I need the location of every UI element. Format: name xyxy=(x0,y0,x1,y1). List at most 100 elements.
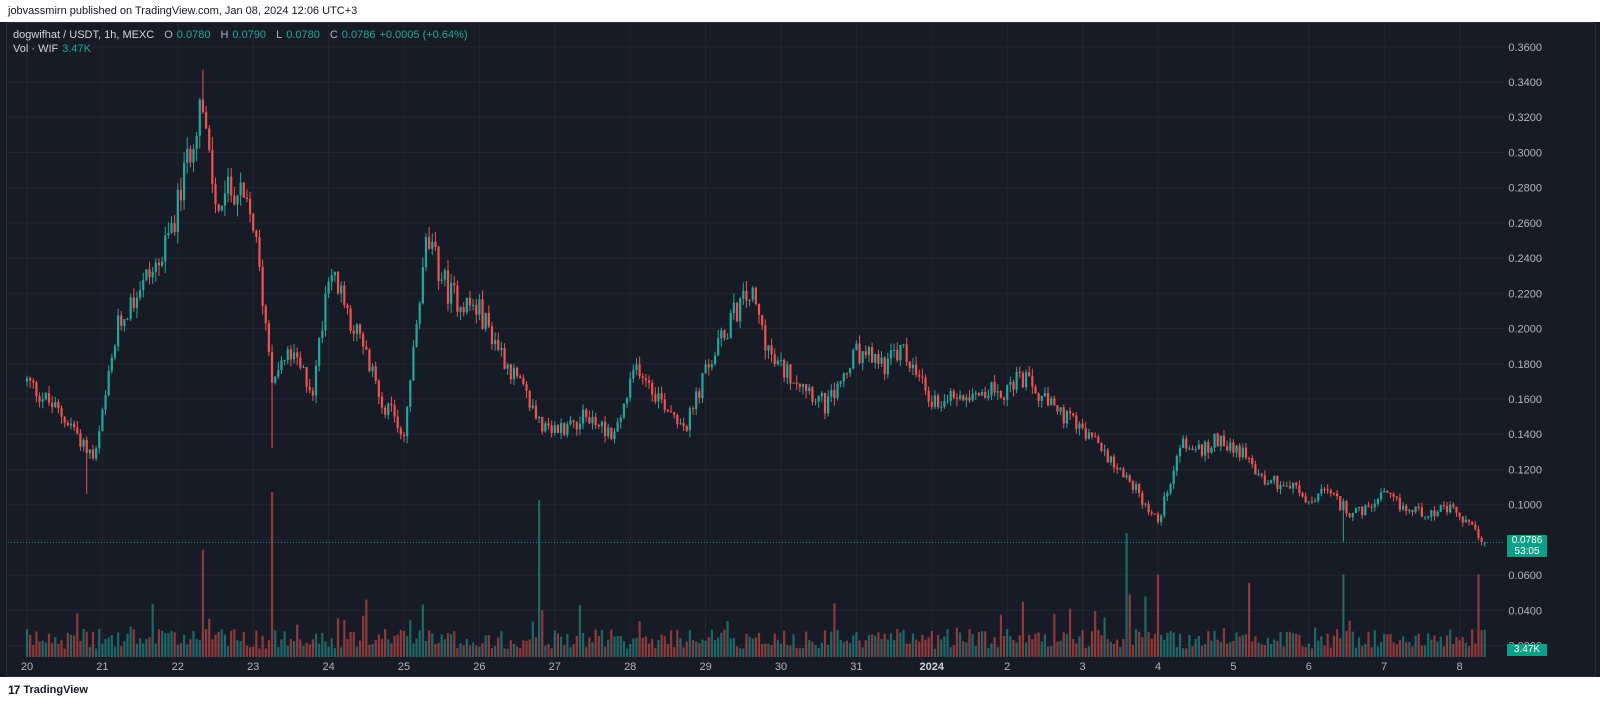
volume-bar xyxy=(1116,639,1119,657)
candle-body xyxy=(603,421,607,437)
candle-body xyxy=(1116,467,1119,470)
candle-body xyxy=(242,182,245,198)
candle-body xyxy=(1213,433,1216,448)
candle-body xyxy=(189,148,192,163)
volume-bar xyxy=(1122,639,1125,657)
volume-bar xyxy=(547,644,550,657)
candle-body xyxy=(519,376,522,379)
volume-bar xyxy=(566,633,569,657)
candle-body xyxy=(839,381,842,384)
volume-bar xyxy=(208,618,211,657)
volume-bar xyxy=(1471,629,1474,657)
volume-bar xyxy=(374,640,377,657)
volume-bar xyxy=(167,633,170,657)
candle-body xyxy=(214,184,217,205)
candle-body xyxy=(327,281,330,294)
candle-body xyxy=(695,391,698,410)
candle-body xyxy=(701,373,704,399)
volume-bar xyxy=(91,631,95,657)
volume-bar xyxy=(1065,634,1068,657)
candle-body xyxy=(1405,505,1408,512)
candle-body xyxy=(823,393,827,414)
volume-bar xyxy=(993,637,996,657)
candle-body xyxy=(1009,382,1012,385)
candle-body xyxy=(1103,450,1106,452)
candle-body xyxy=(1270,480,1273,484)
volume-bar xyxy=(971,634,974,657)
candle-body xyxy=(644,378,648,381)
volume-bar xyxy=(415,638,418,657)
candle-body xyxy=(82,439,85,447)
volume-bar xyxy=(1185,648,1188,657)
candle-body xyxy=(516,367,519,377)
volume-bar xyxy=(44,642,47,657)
candle-body xyxy=(877,353,880,364)
tradingview-logo[interactable]: 17 TradingView xyxy=(8,683,88,697)
volume-bar xyxy=(657,640,660,657)
volume-bar xyxy=(563,645,566,657)
candle-body xyxy=(663,399,666,410)
volume-bar xyxy=(1015,642,1018,657)
volume-bar xyxy=(512,643,516,657)
candle-body xyxy=(1235,445,1238,453)
candle-body xyxy=(41,399,44,402)
volume-bar xyxy=(541,610,544,657)
volume-bar xyxy=(82,629,85,657)
volume-bar xyxy=(559,636,563,657)
candle-body xyxy=(1370,506,1373,508)
candle-body xyxy=(996,391,999,393)
volume-bar xyxy=(1273,639,1276,657)
candle-body xyxy=(198,99,201,136)
candle-body xyxy=(371,366,374,372)
volume-bar xyxy=(965,642,968,657)
volume-bar xyxy=(1433,635,1436,657)
candle-body xyxy=(980,391,984,396)
candle-body xyxy=(418,303,421,324)
volume-bar xyxy=(1326,633,1329,657)
volume-bar xyxy=(647,643,651,657)
volume-bar xyxy=(742,648,745,657)
volume-bar xyxy=(462,645,465,657)
candle-body xyxy=(1147,503,1150,513)
volume-bar xyxy=(1298,634,1301,657)
open-value: 0.0780 xyxy=(176,29,211,41)
volume-bar xyxy=(1427,633,1430,657)
candle-body xyxy=(1134,484,1138,490)
candle-body xyxy=(443,270,446,280)
candle-body xyxy=(1222,435,1226,447)
volume-bar xyxy=(437,642,440,657)
volume-bar xyxy=(490,648,494,657)
volume-bar xyxy=(1351,631,1354,657)
candle-body xyxy=(666,409,669,412)
candle-body xyxy=(842,373,845,382)
candle-body xyxy=(1002,397,1006,400)
volume-bar xyxy=(440,634,443,657)
volume-bar xyxy=(428,630,431,657)
candle-body xyxy=(1150,512,1153,514)
volume-bar xyxy=(1021,601,1025,657)
price-axis: 0.3600 0.3400 0.3200 0.3000 0.2800 0.2600 0.24… xyxy=(1508,42,1542,653)
last-price-value: 0.0786 xyxy=(1511,535,1543,546)
volume-bar xyxy=(1002,636,1006,657)
volume-bar xyxy=(330,638,333,657)
candle-body xyxy=(387,403,390,415)
volume-bar xyxy=(1034,633,1037,657)
volume-bar xyxy=(1285,631,1288,657)
volume-bar xyxy=(1288,631,1292,657)
volume-bar xyxy=(1266,638,1270,657)
volume-bar xyxy=(842,642,845,657)
volume-bar xyxy=(952,645,955,657)
volume-bar xyxy=(673,647,676,657)
volume-bar xyxy=(1348,620,1351,657)
volume-bar xyxy=(283,631,286,657)
candle-body xyxy=(720,330,723,339)
volume-bar xyxy=(779,643,783,657)
candle-body xyxy=(1012,382,1015,390)
candle-body xyxy=(761,314,764,326)
y-tick-label: 0.1600 xyxy=(1508,394,1542,406)
candle-body xyxy=(1172,470,1175,485)
candle-body xyxy=(798,383,801,387)
candle-body xyxy=(588,417,591,424)
candle-body xyxy=(1169,484,1172,493)
